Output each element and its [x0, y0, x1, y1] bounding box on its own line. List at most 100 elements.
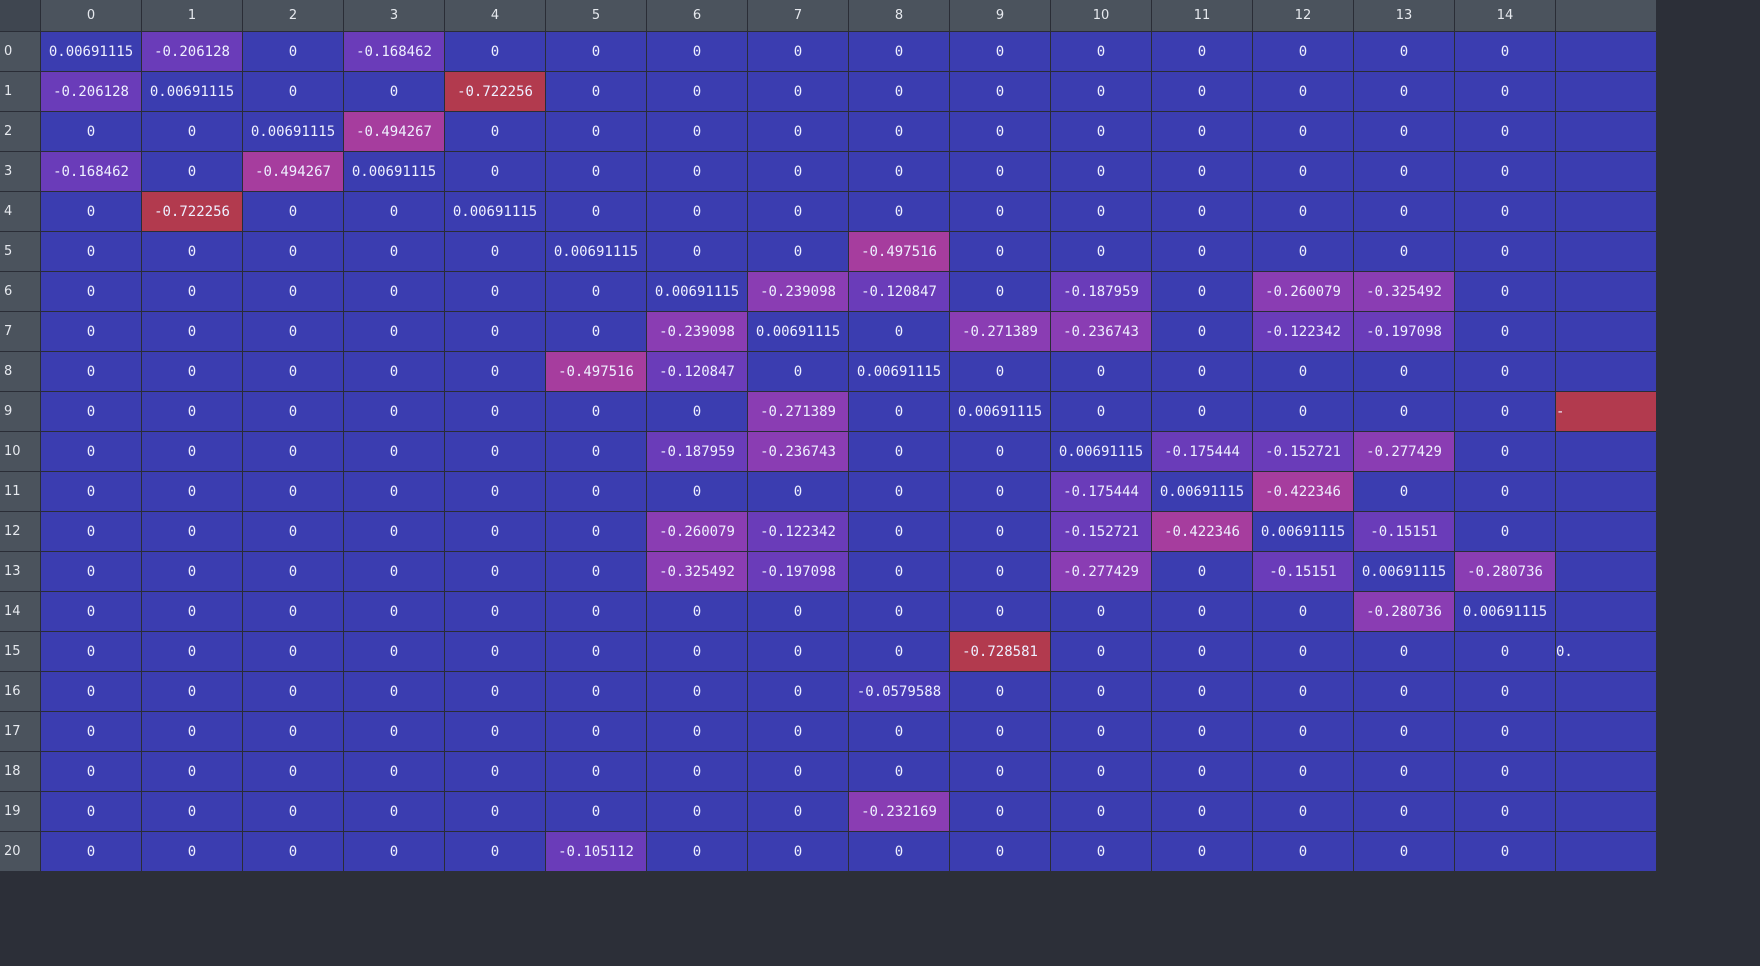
matrix-cell[interactable]: 0 — [1354, 352, 1454, 391]
matrix-cell[interactable]: -0.175444 — [1152, 432, 1252, 471]
matrix-cell[interactable]: 0 — [243, 592, 343, 631]
row-header[interactable]: 0 — [0, 32, 40, 71]
row-header[interactable]: 20 — [0, 832, 40, 871]
matrix-cell[interactable]: 0 — [41, 432, 141, 471]
column-header[interactable]: 1 — [142, 0, 242, 31]
matrix-cell[interactable]: 0 — [546, 512, 646, 551]
matrix-cell[interactable]: 0 — [748, 352, 848, 391]
matrix-cell[interactable]: 0 — [243, 512, 343, 551]
matrix-cell[interactable]: 0 — [1051, 32, 1151, 71]
matrix-cell[interactable]: 0.00691115 — [849, 352, 949, 391]
matrix-cell[interactable]: 0 — [1455, 192, 1555, 231]
matrix-cell[interactable]: 0 — [1152, 72, 1252, 111]
matrix-cell[interactable]: -0.277429 — [1051, 552, 1151, 591]
matrix-cell[interactable]: 0 — [1354, 672, 1454, 711]
matrix-cell[interactable]: 0 — [243, 392, 343, 431]
matrix-cell[interactable]: 0 — [950, 152, 1050, 191]
matrix-cell[interactable]: 0 — [41, 632, 141, 671]
row-header[interactable]: 17 — [0, 712, 40, 751]
matrix-cell[interactable]: 0 — [445, 392, 545, 431]
matrix-cell[interactable]: 0 — [243, 552, 343, 591]
matrix-cell[interactable]: 0.00691115 — [1152, 472, 1252, 511]
matrix-cell[interactable]: -0.120847 — [647, 352, 747, 391]
matrix-cell[interactable]: 0 — [243, 832, 343, 871]
row-header[interactable]: 16 — [0, 672, 40, 711]
matrix-cell[interactable]: 0 — [1152, 352, 1252, 391]
matrix-cell[interactable]: 0 — [546, 472, 646, 511]
matrix-cell[interactable]: -0.494267 — [243, 152, 343, 191]
matrix-cell[interactable]: 0 — [748, 192, 848, 231]
matrix-cell[interactable]: 0 — [950, 432, 1050, 471]
matrix-cell[interactable]: 0 — [1152, 712, 1252, 751]
matrix-cell[interactable]: 0 — [950, 112, 1050, 151]
matrix-cell[interactable]: -0.236743 — [1051, 312, 1151, 351]
matrix-cell[interactable]: -0.260079 — [1253, 272, 1353, 311]
matrix-cell[interactable]: -0.0579588 — [849, 672, 949, 711]
matrix-cell[interactable]: 0 — [1354, 752, 1454, 791]
matrix-cell[interactable] — [1556, 312, 1656, 351]
matrix-cell[interactable]: 0.00691115 — [546, 232, 646, 271]
matrix-cell[interactable]: 0 — [41, 112, 141, 151]
matrix-cell[interactable]: 0 — [647, 152, 747, 191]
matrix-cell[interactable]: 0 — [546, 392, 646, 431]
matrix-cell[interactable]: 0 — [546, 552, 646, 591]
matrix-cell[interactable]: 0 — [1051, 72, 1151, 111]
column-header[interactable]: 2 — [243, 0, 343, 31]
matrix-cell[interactable]: 0 — [950, 752, 1050, 791]
row-header[interactable]: 2 — [0, 112, 40, 151]
matrix-cell[interactable]: 0 — [1152, 112, 1252, 151]
matrix-cell[interactable]: 0 — [142, 712, 242, 751]
matrix-cell[interactable]: 0 — [142, 152, 242, 191]
matrix-cell[interactable]: -0.15151 — [1354, 512, 1454, 551]
matrix-cell[interactable]: 0 — [546, 112, 646, 151]
matrix-cell[interactable]: 0 — [142, 752, 242, 791]
column-header[interactable]: 10 — [1051, 0, 1151, 31]
matrix-cell[interactable]: 0 — [1152, 232, 1252, 271]
matrix-cell[interactable]: 0 — [142, 112, 242, 151]
matrix-cell[interactable]: 0 — [243, 432, 343, 471]
matrix-cell[interactable]: 0 — [1152, 32, 1252, 71]
matrix-cell[interactable]: 0 — [849, 112, 949, 151]
matrix-cell[interactable]: 0 — [445, 232, 545, 271]
matrix-cell[interactable]: 0 — [1253, 832, 1353, 871]
matrix-cell[interactable]: -0.722256 — [142, 192, 242, 231]
matrix-cell[interactable]: 0 — [41, 192, 141, 231]
matrix-cell[interactable]: -0.497516 — [546, 352, 646, 391]
matrix-cell[interactable]: 0 — [243, 232, 343, 271]
matrix-cell[interactable]: 0 — [647, 712, 747, 751]
matrix-cell[interactable]: 0 — [647, 672, 747, 711]
matrix-cell[interactable]: 0 — [950, 352, 1050, 391]
matrix-cell[interactable]: 0 — [1152, 832, 1252, 871]
matrix-cell[interactable]: 0 — [243, 32, 343, 71]
matrix-cell[interactable]: 0 — [546, 712, 646, 751]
matrix-cell[interactable]: 0 — [142, 312, 242, 351]
matrix-cell[interactable]: 0 — [1253, 592, 1353, 631]
matrix-cell[interactable]: 0 — [748, 32, 848, 71]
matrix-cell[interactable]: -0.197098 — [748, 552, 848, 591]
matrix-cell[interactable] — [1556, 112, 1656, 151]
matrix-cell[interactable]: 0 — [546, 672, 646, 711]
matrix-cell[interactable]: 0 — [748, 112, 848, 151]
matrix-cell[interactable]: 0 — [243, 752, 343, 791]
matrix-cell[interactable]: 0 — [849, 32, 949, 71]
matrix-cell[interactable]: 0 — [849, 552, 949, 591]
matrix-cell[interactable]: 0 — [1455, 232, 1555, 271]
matrix-cell[interactable]: 0 — [41, 272, 141, 311]
matrix-cell[interactable]: 0 — [849, 312, 949, 351]
matrix-cell[interactable]: 0 — [344, 552, 444, 591]
matrix-cell[interactable]: 0 — [445, 632, 545, 671]
matrix-cell[interactable]: 0 — [344, 832, 444, 871]
column-header[interactable]: 6 — [647, 0, 747, 31]
matrix-cell[interactable]: 0 — [647, 832, 747, 871]
matrix-cell[interactable]: 0 — [243, 72, 343, 111]
matrix-cell[interactable]: 0 — [1253, 712, 1353, 751]
matrix-cell[interactable]: 0 — [344, 192, 444, 231]
matrix-cell[interactable]: 0.00691115 — [243, 112, 343, 151]
matrix-cell[interactable]: 0 — [647, 752, 747, 791]
matrix-cell[interactable]: 0 — [142, 632, 242, 671]
matrix-cell[interactable]: 0 — [1253, 232, 1353, 271]
row-header[interactable]: 1 — [0, 72, 40, 111]
matrix-cell[interactable]: 0 — [647, 392, 747, 431]
matrix-cell[interactable]: 0 — [142, 352, 242, 391]
matrix-cell[interactable]: 0 — [1455, 472, 1555, 511]
